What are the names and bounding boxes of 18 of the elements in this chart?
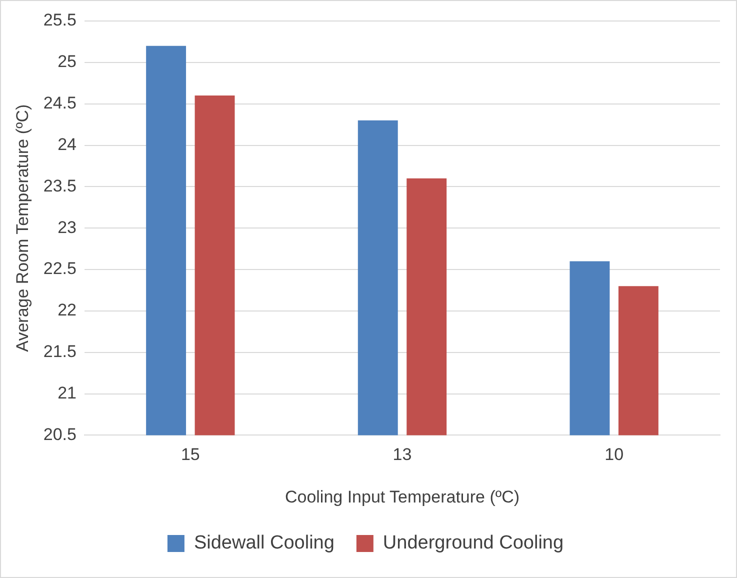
y-tick-label: 20.5: [43, 424, 76, 444]
y-axis-title: Average Room Temperature (ºC): [12, 104, 32, 352]
y-tick-label: 23: [58, 218, 76, 237]
y-tick-label: 21.5: [43, 342, 76, 362]
y-tick-label: 22: [58, 300, 76, 320]
x-axis-title: Cooling Input Temperature (ºC): [284, 487, 520, 506]
x-tick-label: 13: [392, 445, 412, 464]
legend-label: Underground Cooling: [382, 532, 564, 554]
x-tick-label: 15: [180, 445, 200, 464]
y-tick-label: 24.5: [43, 94, 76, 113]
y-tick-label: 25: [58, 52, 76, 72]
x-tick-label: 10: [604, 445, 624, 464]
y-tick-label: 21: [58, 383, 76, 402]
y-tick-label: 25.5: [43, 10, 76, 30]
y-tick-label: 24: [58, 134, 76, 154]
y-tick-label: 23.5: [43, 176, 76, 196]
y-tick-label: 22.5: [43, 259, 76, 278]
legend-label: Sidewall Cooling: [194, 532, 334, 554]
